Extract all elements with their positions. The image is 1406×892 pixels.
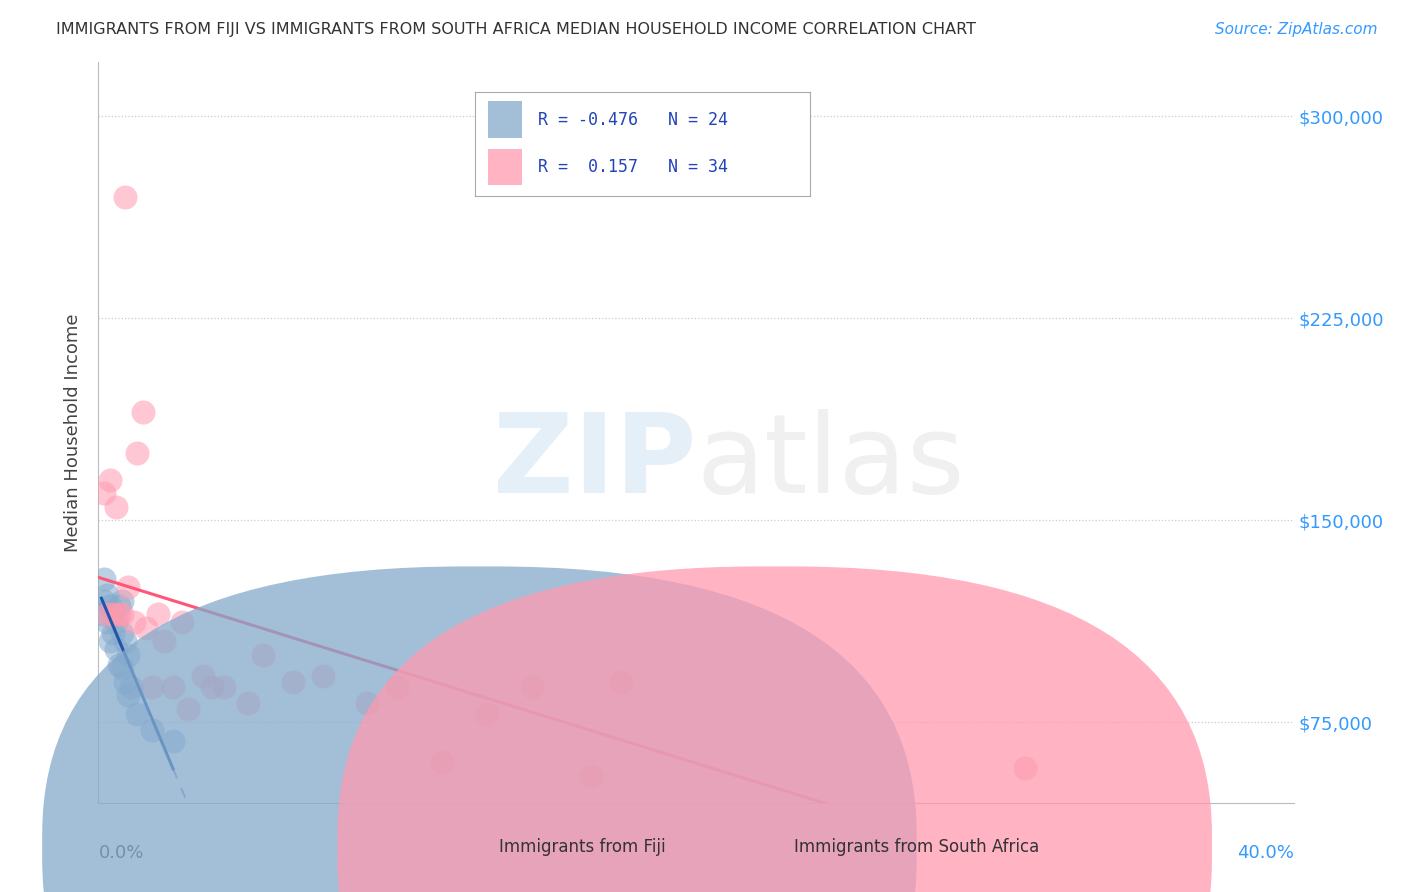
Point — [117, 581, 139, 595]
Point — [311, 669, 333, 683]
Point — [520, 680, 543, 694]
Point — [172, 615, 194, 630]
Point — [93, 594, 115, 608]
Point — [177, 701, 200, 715]
Text: ZIP: ZIP — [492, 409, 696, 516]
Point — [162, 734, 184, 748]
Point — [141, 723, 163, 738]
Point — [96, 615, 118, 630]
Point — [135, 621, 157, 635]
Point — [252, 648, 274, 662]
Point — [105, 615, 128, 630]
Point — [108, 658, 131, 673]
Point — [201, 680, 224, 694]
Point — [117, 648, 139, 662]
Point — [356, 696, 378, 710]
Text: 0.0%: 0.0% — [98, 844, 143, 862]
Text: atlas: atlas — [696, 409, 965, 516]
Point — [581, 769, 603, 783]
Text: Source: ZipAtlas.com: Source: ZipAtlas.com — [1215, 22, 1378, 37]
Point — [430, 756, 453, 770]
Point — [124, 615, 146, 630]
Point — [96, 607, 118, 622]
Point — [127, 706, 149, 721]
Point — [1014, 761, 1036, 775]
Point — [111, 626, 134, 640]
Point — [111, 594, 134, 608]
Point — [98, 473, 122, 487]
Point — [108, 599, 131, 614]
Point — [103, 626, 125, 640]
Point — [132, 405, 155, 419]
Point — [96, 589, 118, 603]
Point — [162, 680, 184, 694]
Point — [90, 607, 112, 622]
Point — [111, 607, 134, 622]
Point — [148, 607, 170, 622]
Point — [212, 680, 235, 694]
Point — [153, 634, 176, 648]
Point — [120, 680, 142, 694]
Point — [114, 674, 136, 689]
Point — [98, 634, 122, 648]
Point — [610, 674, 633, 689]
Point — [93, 486, 115, 500]
Point — [385, 680, 409, 694]
Text: Immigrants from South Africa: Immigrants from South Africa — [794, 838, 1039, 856]
Text: Immigrants from Fiji: Immigrants from Fiji — [499, 838, 666, 856]
Point — [108, 607, 131, 622]
Point — [114, 190, 136, 204]
Point — [105, 500, 128, 514]
Point — [475, 706, 498, 721]
Point — [281, 674, 304, 689]
Point — [111, 661, 134, 675]
Point — [127, 446, 149, 460]
Point — [103, 605, 125, 619]
Point — [117, 688, 139, 702]
Text: 40.0%: 40.0% — [1237, 844, 1294, 862]
Point — [191, 669, 214, 683]
Point — [93, 572, 115, 586]
Point — [103, 607, 125, 622]
Point — [105, 642, 128, 657]
Point — [114, 634, 136, 648]
Point — [141, 680, 163, 694]
Y-axis label: Median Household Income: Median Household Income — [65, 313, 83, 552]
Point — [236, 696, 259, 710]
Point — [98, 599, 122, 614]
Text: IMMIGRANTS FROM FIJI VS IMMIGRANTS FROM SOUTH AFRICA MEDIAN HOUSEHOLD INCOME COR: IMMIGRANTS FROM FIJI VS IMMIGRANTS FROM … — [56, 22, 976, 37]
